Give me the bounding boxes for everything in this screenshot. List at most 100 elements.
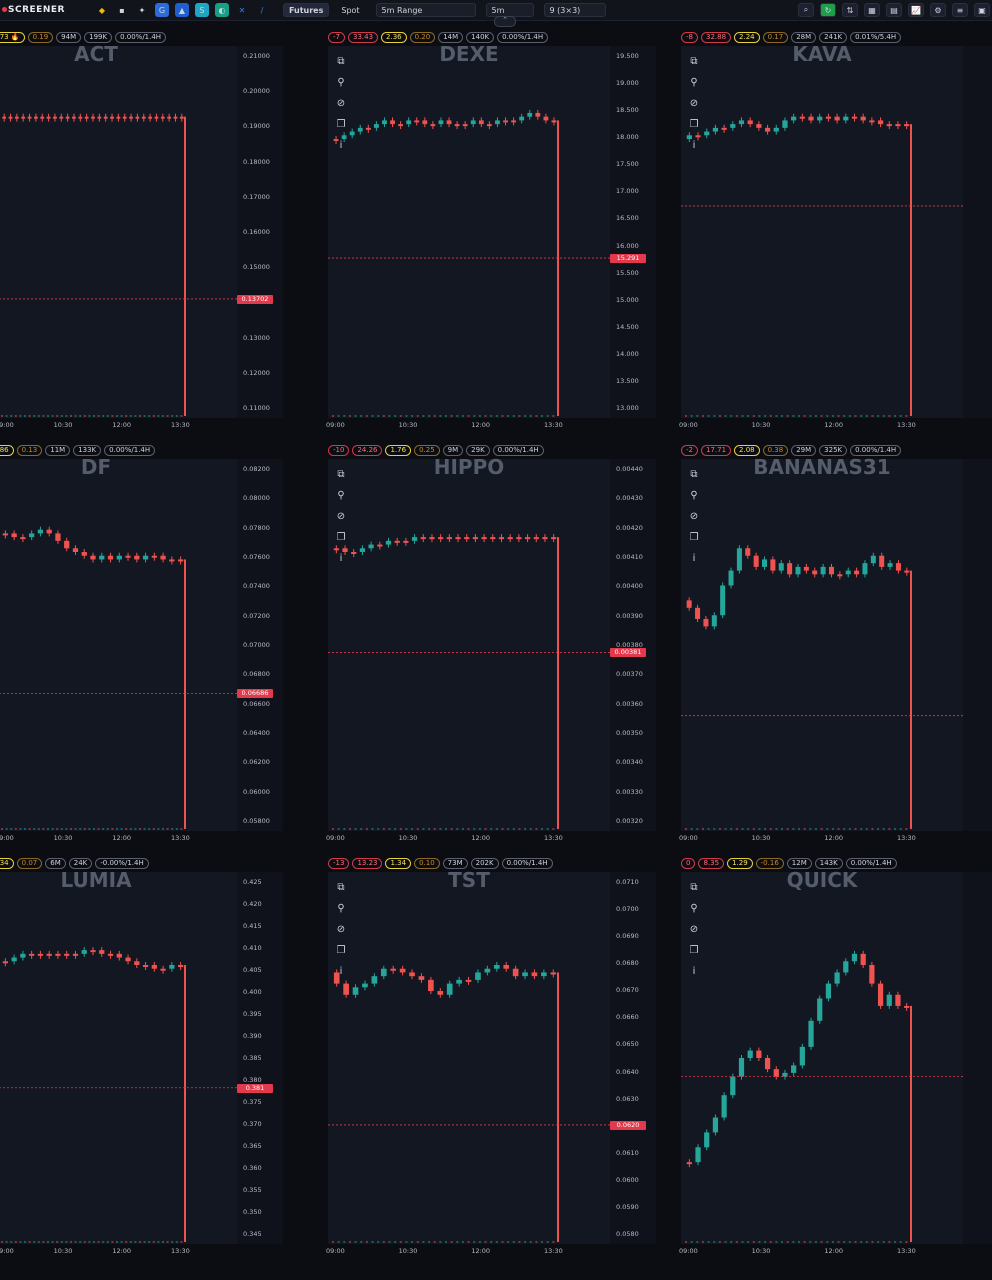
stat-chip[interactable]: 1.29 bbox=[727, 858, 753, 869]
stat-chip[interactable]: 6M bbox=[45, 858, 66, 869]
pin-icon[interactable]: ⚲ bbox=[337, 903, 345, 914]
price-axis[interactable]: 0.00440 0.00430 0.00420 0.00410 0.00400 0.003… bbox=[610, 459, 656, 831]
windows-icon[interactable]: ❐ bbox=[336, 119, 346, 130]
stat-chip[interactable]: 29M bbox=[791, 445, 817, 456]
exchange-x-icon[interactable]: ✕ bbox=[238, 5, 246, 15]
stat-chip[interactable]: 0.10 bbox=[414, 858, 440, 869]
copy-icon[interactable]: ⧉ bbox=[690, 56, 698, 67]
stat-chip[interactable]: -7 bbox=[328, 32, 345, 43]
search-icon[interactable]: ⌕ bbox=[798, 3, 814, 17]
stat-chip[interactable]: 13.23 bbox=[352, 858, 383, 869]
stat-chip[interactable]: 133K bbox=[73, 445, 102, 456]
bybit-icon[interactable]: ✦ bbox=[138, 5, 146, 15]
candlestick-chart[interactable]: BANANAS31 ⧉ ⚲ ⊘ ❐ i 09:00 10:30 12:00 13:30 bbox=[679, 455, 992, 842]
stat-chip[interactable]: 0.19 bbox=[27, 32, 54, 43]
stat-chip[interactable]: 0.00%/1.4H bbox=[104, 445, 156, 456]
hide-icon[interactable]: ⊘ bbox=[336, 924, 346, 935]
chart-settings-icon[interactable]: ▤ bbox=[886, 3, 902, 17]
windows-icon[interactable]: ❐ bbox=[689, 532, 699, 543]
info-icon[interactable]: i bbox=[339, 966, 343, 977]
refresh-icon[interactable]: ↻ bbox=[820, 3, 836, 17]
stat-chip[interactable]: 14M bbox=[438, 32, 464, 43]
candlestick-chart[interactable]: DEXE ⧉ ⚲ ⊘ ❐ i 19.500 19.000 18.500 18.000 17.500 1… bbox=[326, 42, 656, 429]
binance-icon[interactable]: ◆ bbox=[98, 5, 106, 15]
exchange-g-icon[interactable]: G bbox=[154, 3, 169, 17]
stat-chip[interactable]: -0.16 bbox=[755, 858, 784, 869]
range-select[interactable]: 5m Range bbox=[375, 3, 476, 17]
stat-chip[interactable]: 0.17 bbox=[762, 32, 789, 43]
exchange-c-icon[interactable]: ◐ bbox=[214, 3, 229, 17]
chart-panel-lumia[interactable]: 14.601.340.076M24K-0.00%/1.4HLUMIA0.4250… bbox=[0, 856, 285, 1268]
stat-chip[interactable]: 32.88 bbox=[700, 32, 732, 43]
stat-chip[interactable]: 1.34 bbox=[385, 858, 412, 869]
stat-chip[interactable]: 241K bbox=[819, 32, 848, 43]
chart-panel-hippo[interactable]: -10 24.26 1.76 0.25 9M 29K 0.00%/1.4H HIPPO ⧉ ⚲ ⊘ ❐… bbox=[326, 443, 658, 855]
price-axis[interactable]: 0.0710 0.0700 0.0690 0.0680 0.0670 0.0660 0.06… bbox=[610, 872, 656, 1244]
sort-icon[interactable]: ⇅ bbox=[842, 3, 858, 17]
windows-icon[interactable]: ❐ bbox=[689, 119, 699, 130]
chart-panel-dexe[interactable]: -7 33.43 2.36 0.20 14M 140K 0.00%/1.4H DEXE ⧉ ⚲ ⊘ ❐… bbox=[326, 30, 658, 442]
stat-chip[interactable]: 0.00%/1.4H bbox=[497, 32, 549, 43]
stat-chip[interactable]: 0.01%/5.4H bbox=[850, 32, 902, 43]
chart-panel-bananas31[interactable]: -2 17.71 2.08 0.38 29M 325K 0.00%/1.4H BANANAS3… bbox=[679, 443, 992, 855]
hide-icon[interactable]: ⊘ bbox=[336, 511, 346, 522]
chart-panel-tst[interactable]: -13 13.23 1.34 0.10 73M 202K 0.00%/1.4H TST ⧉ ⚲ ⊘ ❐… bbox=[326, 856, 658, 1268]
price-axis[interactable] bbox=[963, 46, 992, 418]
copy-icon[interactable]: ⧉ bbox=[337, 56, 345, 67]
candlestick-chart[interactable]: ACT 0.21000 0.20000 0.19000 0.18000 0.17000 0.… bbox=[0, 42, 283, 429]
candlestick-chart[interactable]: HIPPO ⧉ ⚲ ⊘ ❐ i 0.00440 0.00430 0.00420 0.00410 0.… bbox=[326, 455, 656, 842]
hide-icon[interactable]: ⊘ bbox=[336, 98, 346, 109]
pin-icon[interactable]: ⚲ bbox=[690, 903, 698, 914]
stat-chip[interactable]: 199K bbox=[84, 32, 113, 43]
stat-chip[interactable]: 11M bbox=[45, 445, 71, 456]
price-axis[interactable] bbox=[963, 872, 992, 1244]
chart-panel-kava[interactable]: -8 32.88 2.24 0.17 28M 241K 0.01%/5.4H KAVA ⧉ ⚲ ⊘ ❐… bbox=[679, 30, 992, 442]
price-axis[interactable]: 0.08200 0.08000 0.07800 0.07600 0.07400 0.072… bbox=[237, 459, 283, 831]
copy-icon[interactable]: ⧉ bbox=[690, 882, 698, 893]
price-axis[interactable]: 0.425 0.420 0.415 0.410 0.405 0.400 0.395 0.390… bbox=[237, 872, 283, 1244]
stat-chip[interactable]: 94M bbox=[56, 32, 82, 43]
info-icon[interactable]: i bbox=[339, 553, 343, 564]
list-icon[interactable]: ≡ bbox=[952, 3, 968, 17]
tab-spot[interactable]: Spot bbox=[341, 5, 360, 15]
stat-chip[interactable]: 1.34 bbox=[0, 858, 14, 869]
stat-chip[interactable]: 24.26 bbox=[352, 445, 383, 456]
stat-chip[interactable]: -8 bbox=[681, 32, 698, 43]
price-axis[interactable] bbox=[963, 459, 992, 831]
copy-icon[interactable]: ⧉ bbox=[690, 469, 698, 480]
stat-chip[interactable]: 73M bbox=[442, 858, 468, 869]
layout-select[interactable]: 9 (3×3) bbox=[543, 3, 606, 17]
windows-icon[interactable]: ❐ bbox=[689, 945, 699, 956]
stat-chip[interactable]: 140K bbox=[466, 32, 495, 43]
stat-chip[interactable]: 0.20 bbox=[409, 32, 436, 43]
settings-gear-icon[interactable]: ⚙ bbox=[930, 3, 946, 17]
exchange-icon[interactable]: ▪ bbox=[119, 5, 125, 15]
stat-chip[interactable]: 28M bbox=[791, 32, 817, 43]
pin-icon[interactable]: ⚲ bbox=[690, 490, 698, 501]
stat-chip[interactable]: -13 bbox=[328, 858, 350, 869]
info-icon[interactable]: i bbox=[692, 140, 696, 151]
stat-chip[interactable]: 143K bbox=[814, 858, 843, 869]
windows-icon[interactable]: ❐ bbox=[336, 532, 346, 543]
candlestick-chart[interactable]: KAVA ⧉ ⚲ ⊘ ❐ i 09:00 10:30 12:00 13:30 bbox=[679, 42, 992, 429]
pin-icon[interactable]: ⚲ bbox=[690, 77, 698, 88]
stat-chip[interactable]: 2.24 bbox=[734, 32, 760, 43]
info-icon[interactable]: i bbox=[692, 553, 696, 564]
stat-chip[interactable]: 0.25 bbox=[414, 445, 440, 456]
stat-chip[interactable]: 0.13 bbox=[16, 445, 43, 456]
info-icon[interactable]: i bbox=[692, 966, 696, 977]
stat-chip[interactable]: 12M bbox=[786, 858, 812, 869]
stat-chip[interactable]: 202K bbox=[470, 858, 499, 869]
windows-icon[interactable]: ❐ bbox=[336, 945, 346, 956]
copy-icon[interactable]: ⧉ bbox=[337, 882, 345, 893]
price-axis[interactable]: 19.500 19.000 18.500 18.000 17.500 17.000 16.5… bbox=[610, 46, 656, 418]
stat-chip[interactable]: 2.08 bbox=[734, 445, 760, 456]
stat-chip[interactable]: 0.38 bbox=[762, 445, 789, 456]
hide-icon[interactable]: ⊘ bbox=[689, 924, 699, 935]
stat-chip[interactable]: 1.76 bbox=[385, 445, 412, 456]
layout-grid-icon[interactable]: ▦ bbox=[864, 3, 880, 17]
stat-chip[interactable]: 24K bbox=[68, 858, 93, 869]
stat-chip[interactable]: 17.71 bbox=[700, 445, 732, 456]
candlestick-chart[interactable]: QUICK ⧉ ⚲ ⊘ ❐ i 09:00 10:30 12:00 13:30 bbox=[679, 868, 992, 1255]
